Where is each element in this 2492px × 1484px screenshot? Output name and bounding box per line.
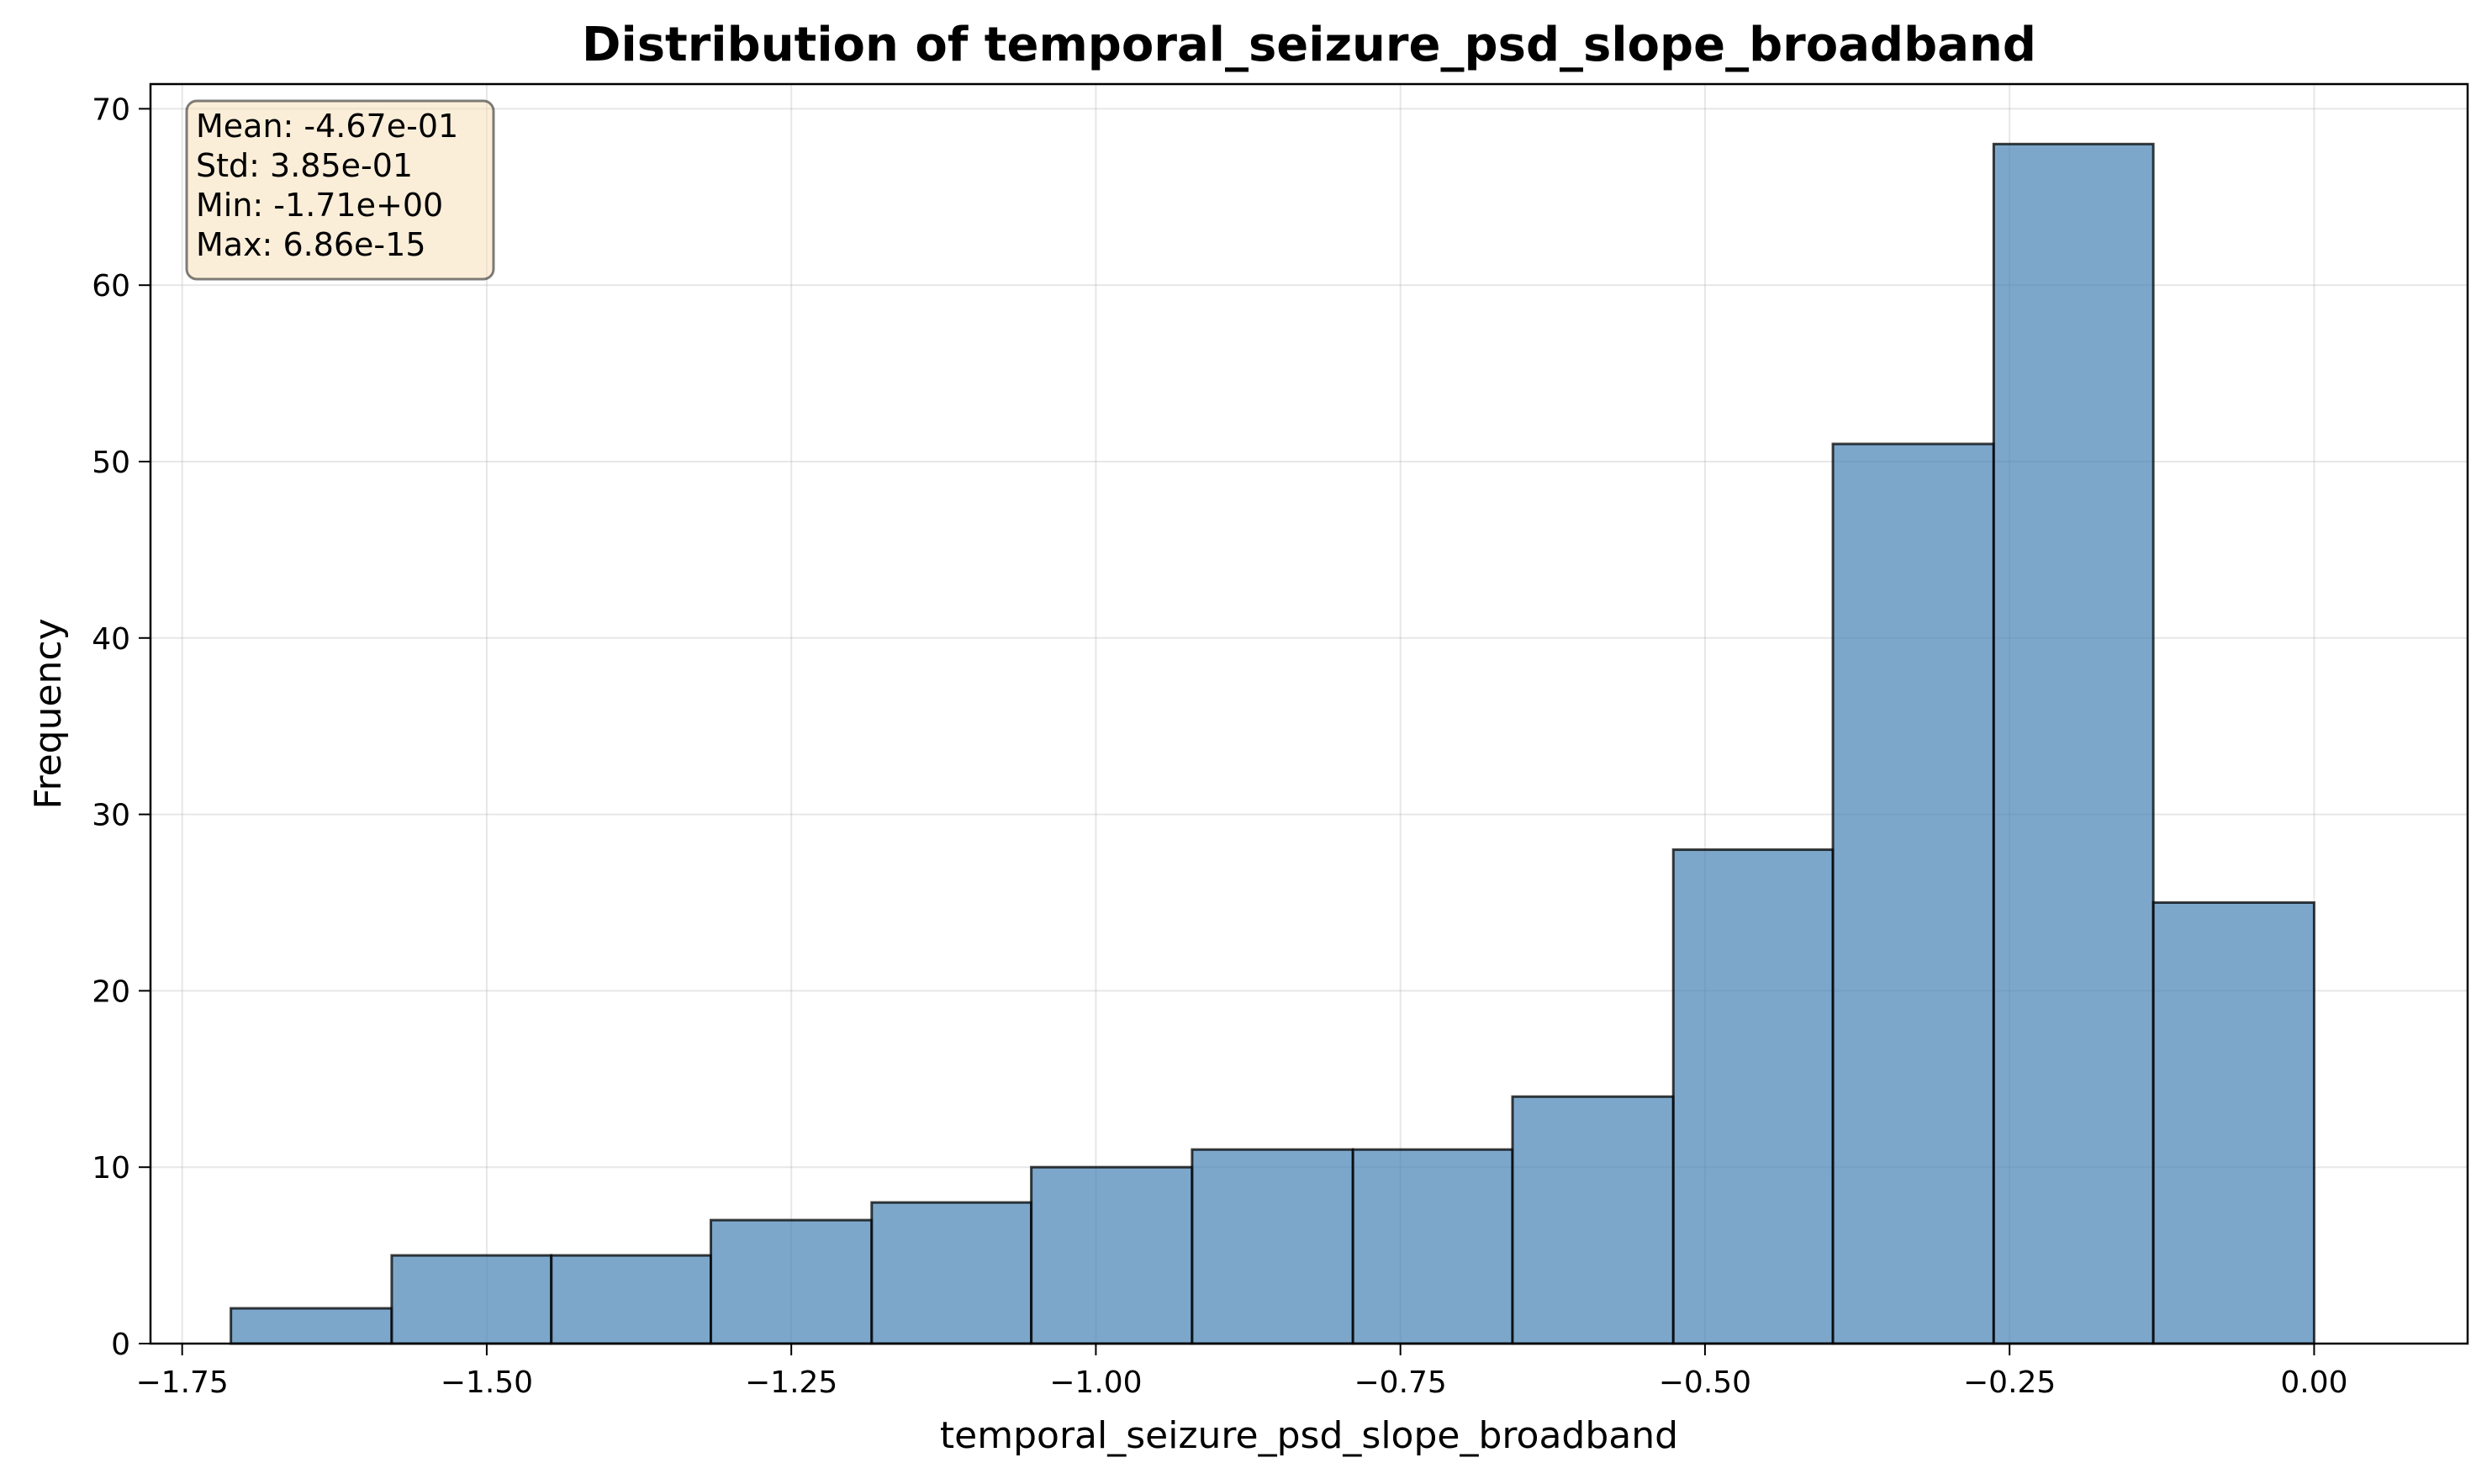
y-tick-label: 60 [92,269,130,304]
y-tick-label: 10 [92,1151,130,1186]
histogram-bar [230,1307,393,1345]
x-tick-label: −0.25 [1963,1365,2056,1400]
histogram-bar [1191,1148,1354,1345]
y-axis-label: Frequency [27,618,70,809]
y-tick-label: 30 [92,799,130,833]
x-axis-ticks: −1.75 −1.50 −1.25 −1.00 −0.75 −0.50 −0.25 0.00 [136,1344,2348,1400]
histogram-bar [1511,1095,1675,1345]
stats-box-background [185,99,495,281]
plot-frame [149,82,2469,1345]
x-tick-label: −1.75 [136,1365,229,1400]
x-tick-label: 0.00 [2280,1365,2347,1400]
histogram-bar [1992,142,2155,1345]
y-tick-label: 20 [92,974,130,1009]
y-tick-label: 50 [92,446,130,480]
y-tick-label: 0 [111,1328,130,1362]
x-tick-label: −0.50 [1659,1365,1751,1400]
x-tick-label: −1.00 [1049,1365,1142,1400]
x-tick-label: −0.75 [1354,1365,1447,1400]
histogram-bar [2151,900,2315,1345]
stats-min: Min: -1.71e+00 [196,187,443,224]
y-tick-label: 40 [92,622,130,657]
histogram-bar [1351,1148,1514,1345]
histogram-bars [230,142,2315,1345]
x-axis-label: temporal_seizure_psd_slope_broadband [940,1414,1678,1457]
histogram-bar [870,1201,1033,1345]
x-tick-label: −1.50 [441,1365,533,1400]
histogram-bar [390,1254,553,1345]
stats-max: Max: 6.86e-15 [196,226,426,263]
histogram-bar [1030,1165,1194,1345]
chart-title: Distribution of temporal_seizure_psd_slo… [582,18,2036,72]
stats-box: Mean: -4.67e-01 Std: 3.85e-01 Min: -1.71… [185,99,495,281]
y-tick-label: 70 [92,92,130,127]
histogram-bar [710,1218,874,1345]
stats-std: Std: 3.85e-01 [196,147,413,184]
stats-mean: Mean: -4.67e-01 [196,108,458,145]
histogram-bar [1831,442,1995,1345]
histogram-bar [550,1254,713,1345]
x-tick-label: −1.25 [745,1365,837,1400]
y-axis-ticks: 0 10 20 30 40 50 60 70 [92,92,150,1362]
histogram-bar [1671,848,1835,1345]
